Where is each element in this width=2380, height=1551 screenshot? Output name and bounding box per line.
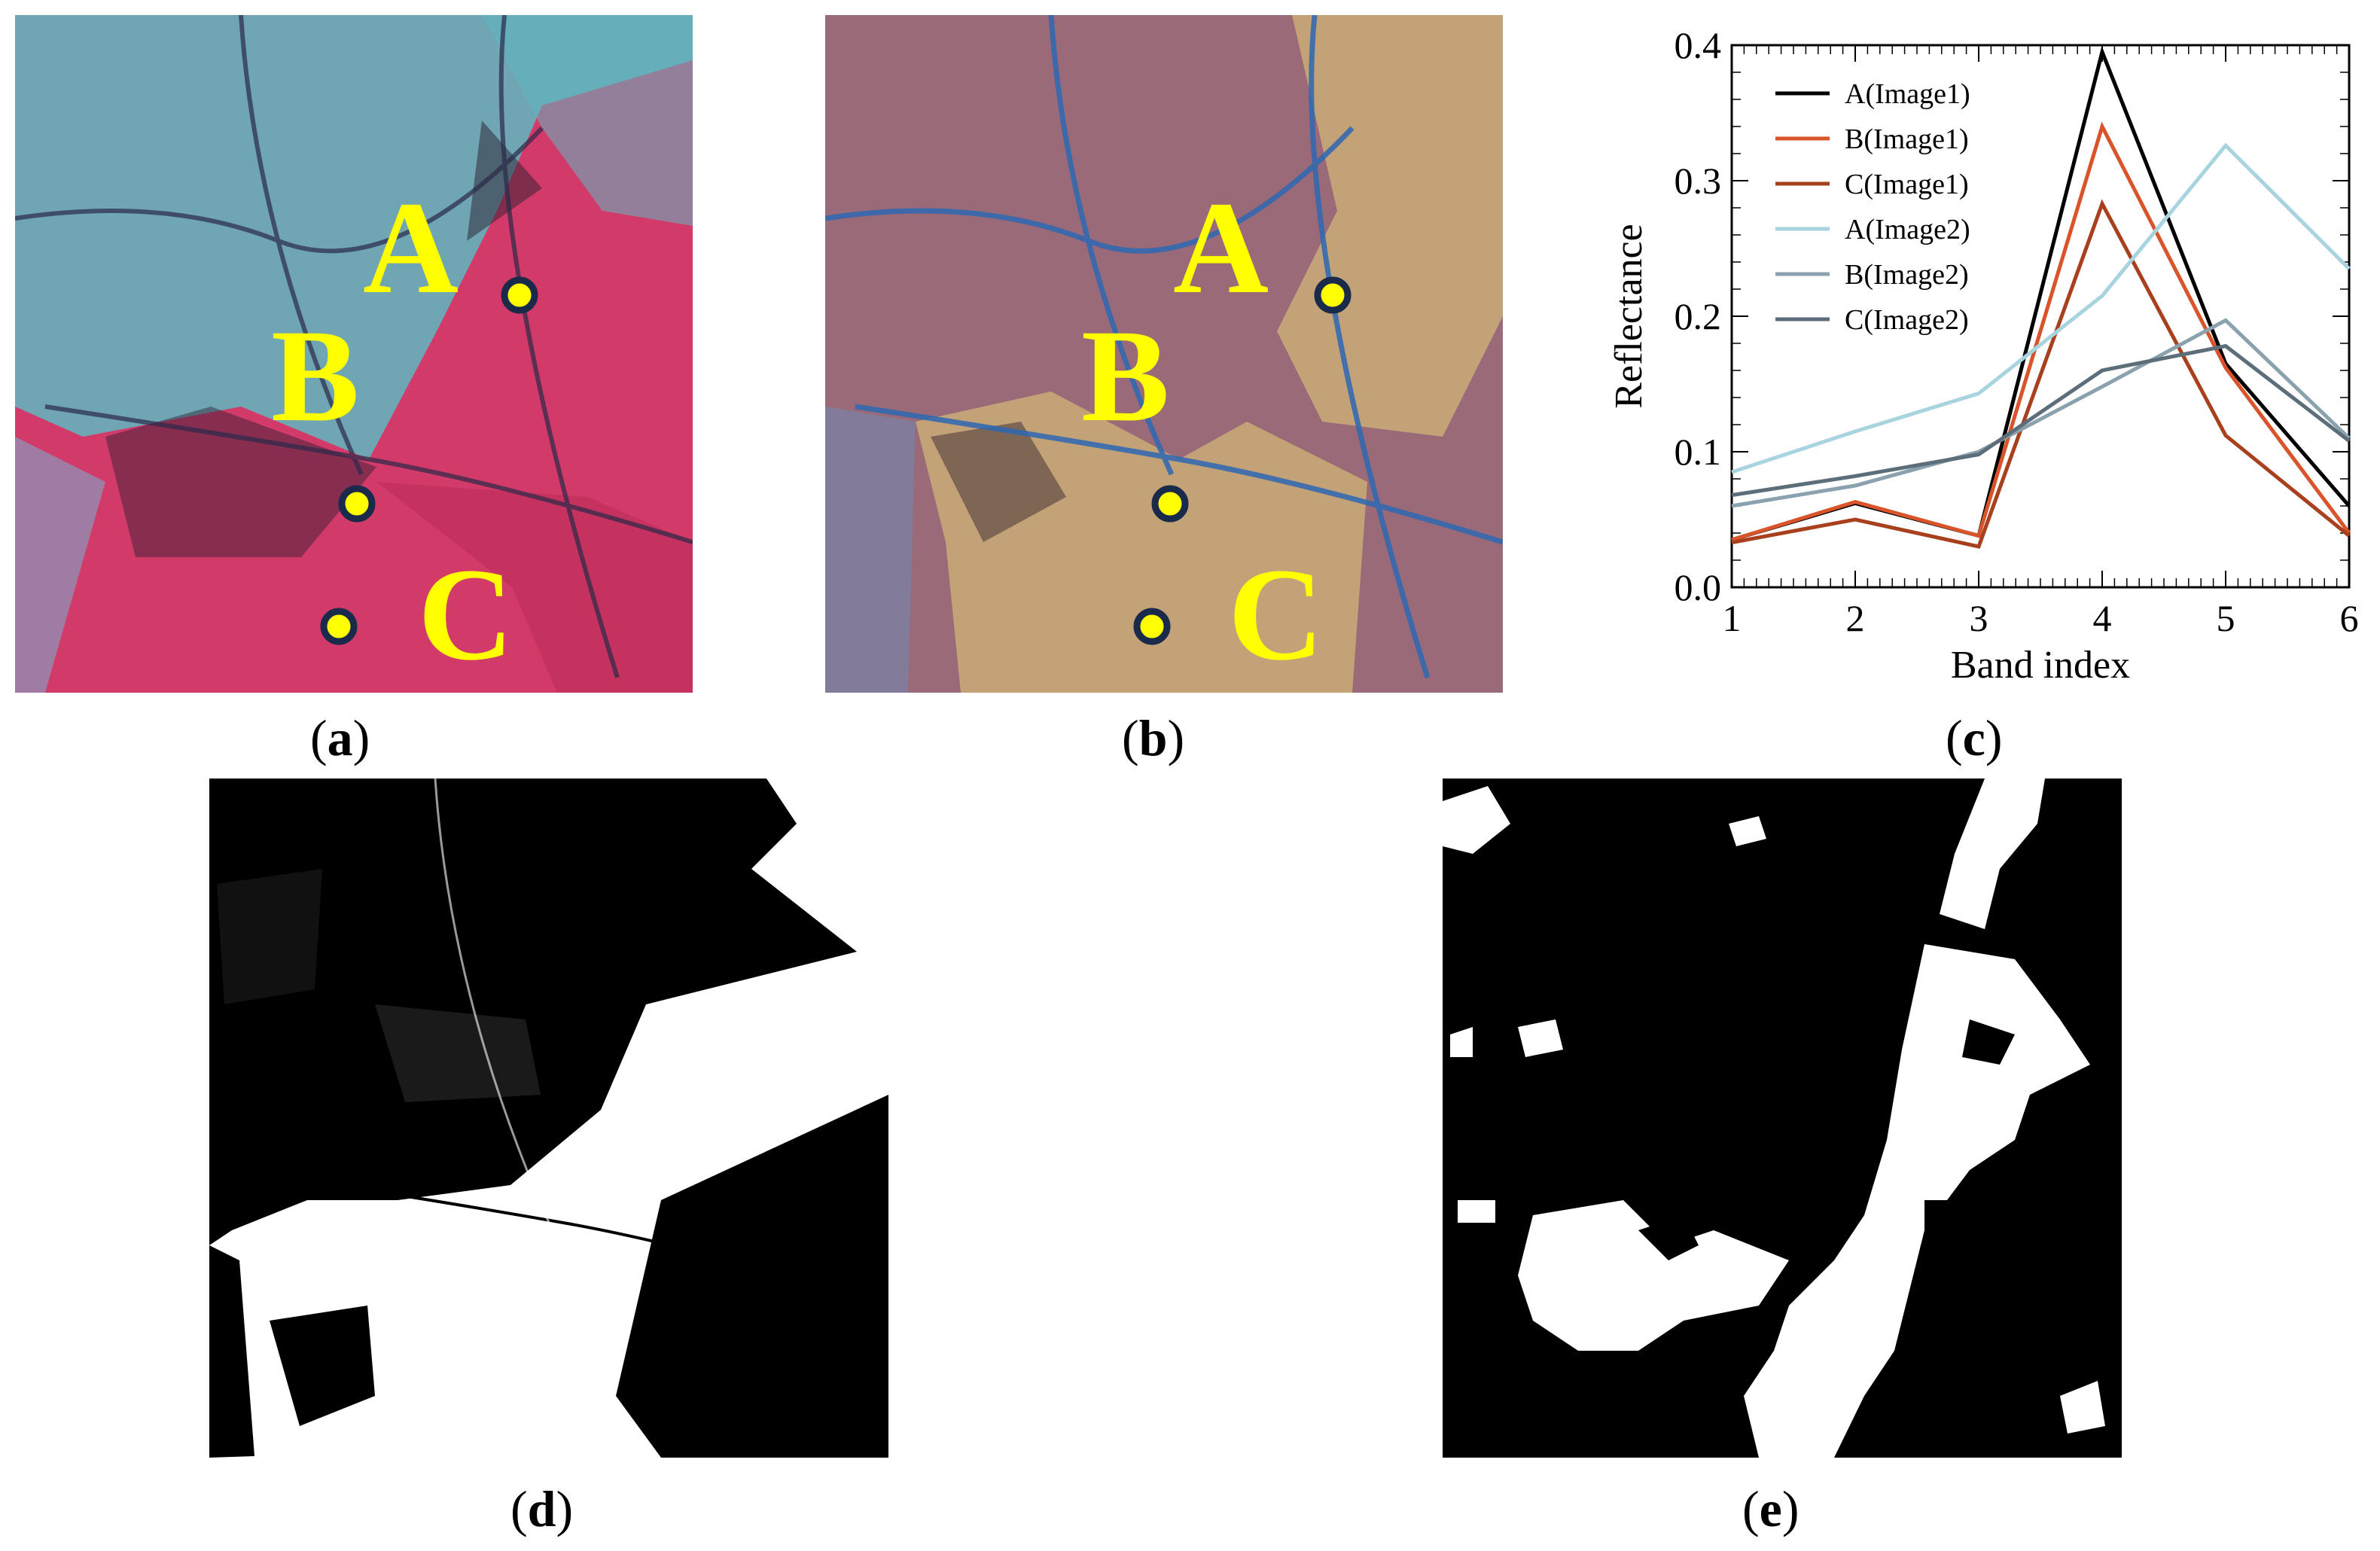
site-label-a: A: [1173, 175, 1269, 321]
caption-e: (e): [1742, 1480, 1799, 1537]
caption-b: (b): [1122, 709, 1185, 766]
legend-label: C(Image1): [1845, 169, 1969, 200]
series-line: [1731, 45, 2351, 542]
site-label-b: B: [271, 303, 359, 449]
legend-label: B(Image2): [1845, 259, 1969, 291]
legend-label: C(Image2): [1845, 304, 1969, 336]
image2-false-color: A B C: [825, 15, 1503, 693]
x-tick-label: 5: [2217, 597, 2235, 639]
caption-a: (a): [310, 709, 370, 766]
image2-map: A B C: [825, 15, 1503, 693]
y-tick-label: 0.4: [1675, 24, 1722, 66]
site-marker-a: [501, 276, 538, 314]
reflectance-chart: 1 2 3 4 5 6 0.0 0.1 0.2 0.3 0.4 A(Image1) B(Image1)…: [1607, 24, 2359, 687]
legend-label: B(Image1): [1845, 123, 1969, 155]
site-marker-b: [338, 485, 376, 523]
image1-false-color: A B C: [15, 15, 693, 693]
legend-label: A(Image1): [1845, 78, 1970, 110]
y-axis-title: Reflectance: [1607, 224, 1650, 408]
binary-map-e: [1443, 779, 2122, 1458]
x-axis-title: Band index: [1951, 644, 2130, 687]
site-label-b: B: [1081, 303, 1169, 449]
caption-c: (c): [1946, 709, 2003, 766]
site-marker-c: [1133, 608, 1171, 645]
y-tick-label: 0.2: [1675, 295, 1722, 337]
axis-ticks: 1 2 3 4 5 6 0.0 0.1 0.2 0.3 0.4: [1675, 24, 2359, 639]
series-line: [1731, 142, 2351, 474]
series-line: [1731, 318, 2351, 508]
site-marker-c: [320, 608, 358, 645]
legend: A(Image1) B(Image1) C(Image1) A(Image2) B(Im…: [1775, 78, 1970, 336]
image1-map: A B C: [15, 15, 693, 693]
y-tick-label: 0.1: [1675, 431, 1722, 473]
site-label-c: C: [418, 541, 513, 688]
x-tick-label: 4: [2093, 597, 2112, 639]
site-marker-a: [1314, 276, 1352, 314]
plot-area: [1730, 44, 2351, 589]
x-tick-label: 6: [2340, 597, 2359, 639]
site-label-a: A: [363, 175, 459, 321]
series-layer: [1731, 45, 2351, 549]
legend-label: A(Image2): [1845, 214, 1970, 245]
y-tick-label: 0.0: [1675, 566, 1722, 608]
x-tick-label: 2: [1846, 597, 1865, 639]
site-marker-b: [1151, 485, 1189, 523]
x-tick-label: 1: [1723, 597, 1742, 639]
y-tick-label: 0.3: [1675, 160, 1722, 202]
series-line: [1731, 199, 2351, 549]
site-label-c: C: [1228, 541, 1324, 688]
caption-d: (d): [510, 1480, 574, 1537]
binary-map-pixel: [209, 779, 888, 1458]
series-line: [1731, 343, 2351, 498]
binary-map-d: [209, 779, 888, 1458]
series-line: [1731, 121, 2351, 542]
x-tick-label: 3: [1970, 597, 1988, 639]
binary-map-object: [1443, 779, 2122, 1458]
